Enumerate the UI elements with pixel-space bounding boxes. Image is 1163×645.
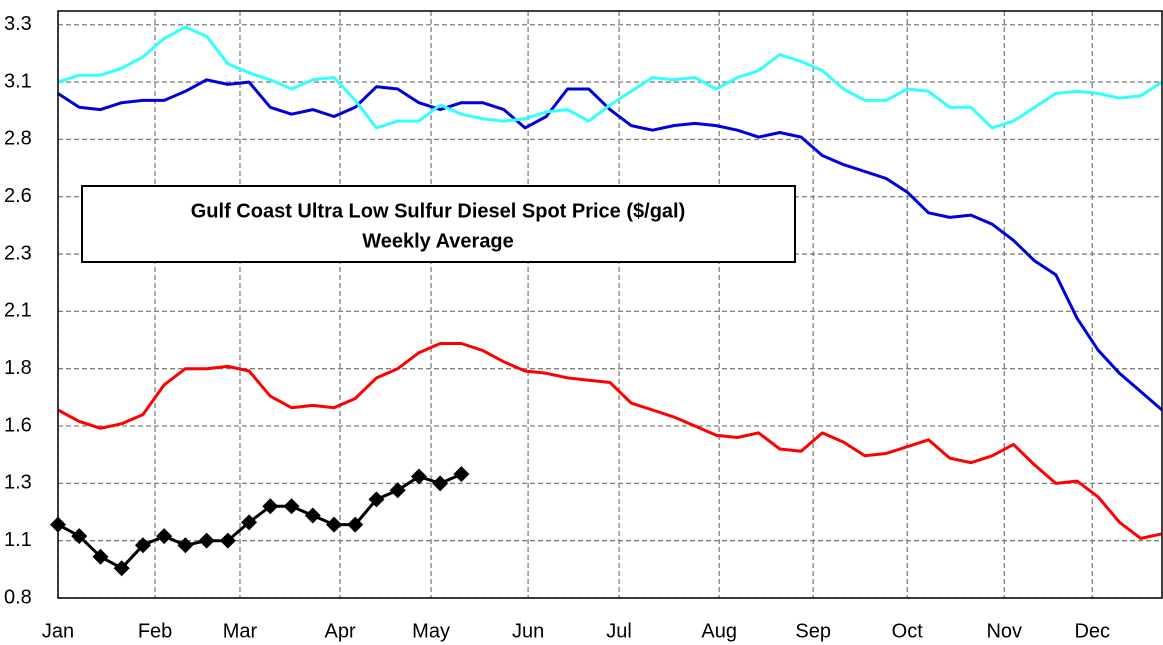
y-tick-label: 2.8 <box>4 128 32 150</box>
x-tick-label: Aug <box>701 620 737 642</box>
chart-title: Gulf Coast Ultra Low Sulfur Diesel Spot … <box>191 200 686 222</box>
x-tick-label: May <box>412 620 450 642</box>
x-tick-label: Dec <box>1074 620 1110 642</box>
y-tick-label: 3.1 <box>4 70 32 92</box>
data-point <box>262 498 279 515</box>
x-tick-label: Jan <box>42 620 74 642</box>
plot <box>50 25 1163 577</box>
series-line <box>57 25 1163 130</box>
x-tick-label: Feb <box>138 620 172 642</box>
data-point <box>134 537 151 554</box>
title-box <box>81 185 796 263</box>
chart-subtitle: Weekly Average <box>362 230 514 252</box>
data-point <box>113 560 130 577</box>
y-tick-label: 1.3 <box>4 472 32 494</box>
series-line <box>57 342 1163 540</box>
data-point <box>219 532 236 549</box>
y-tick-label: 2.3 <box>4 242 32 264</box>
data-point <box>241 514 258 531</box>
x-tick-label: Oct <box>892 620 924 642</box>
data-point <box>410 468 427 485</box>
y-tick-label: 0.8 <box>4 586 32 608</box>
x-tick-label: Jun <box>512 620 544 642</box>
data-point <box>71 528 88 545</box>
data-point <box>389 482 406 499</box>
data-point <box>432 475 449 492</box>
data-point <box>453 466 470 483</box>
x-tick-label: Mar <box>223 620 258 642</box>
data-point <box>283 498 300 515</box>
y-tick-label: 1.8 <box>4 357 32 379</box>
x-tick-label: Nov <box>986 620 1022 642</box>
data-point <box>368 491 385 508</box>
y-tick-label: 1.1 <box>4 529 32 551</box>
x-tick-label: Jul <box>606 620 632 642</box>
data-point <box>198 532 215 549</box>
x-tick-label: Sep <box>795 620 831 642</box>
x-tick-label: Apr <box>325 620 356 642</box>
data-point <box>92 548 109 565</box>
data-point <box>326 516 342 533</box>
y-tick-label: 2.6 <box>4 185 32 207</box>
data-point <box>347 516 364 533</box>
plot-frame <box>57 10 1163 599</box>
y-tick-label: 1.6 <box>4 414 32 436</box>
series-line <box>57 78 1163 412</box>
y-tick-label: 3.3 <box>4 13 32 35</box>
y-tick-label: 2.1 <box>4 300 32 322</box>
data-point <box>156 528 173 545</box>
data-point <box>304 507 321 524</box>
data-point <box>177 537 194 554</box>
